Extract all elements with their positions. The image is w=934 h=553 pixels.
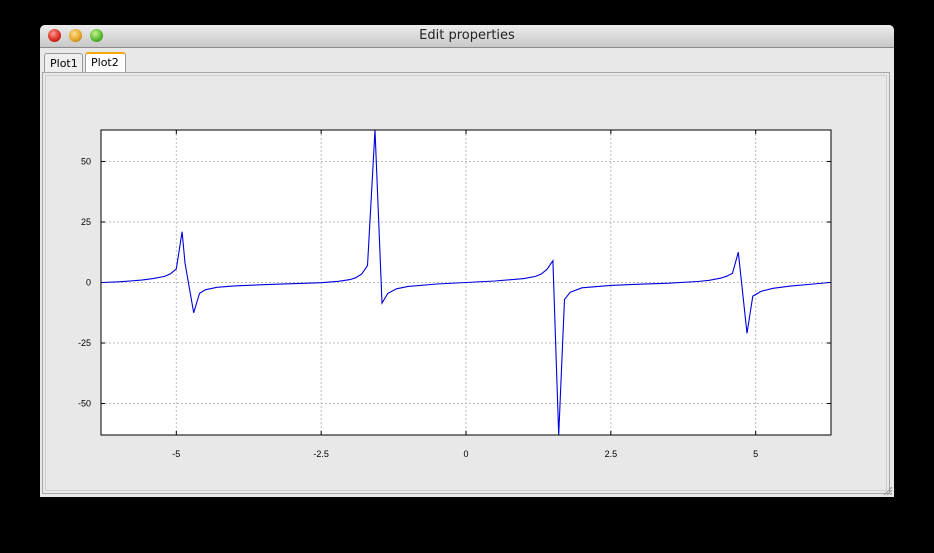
y-tick-label: 25 [81, 217, 91, 227]
y-tick-label: 0 [86, 278, 91, 288]
tab-plot2[interactable]: Plot2 [85, 52, 126, 73]
series-line [102, 130, 830, 435]
tab-panel-inner [45, 75, 887, 491]
resize-grip-icon[interactable] [882, 485, 892, 495]
title-bar[interactable]: Edit properties [40, 25, 894, 48]
zoom-window-button[interactable] [90, 29, 103, 42]
x-tick-label: -2.5 [313, 449, 329, 459]
close-window-button[interactable] [48, 29, 61, 42]
plot-frame [100, 129, 832, 436]
tab-plot1[interactable]: Plot1 [44, 53, 83, 73]
y-tick-label: -25 [78, 338, 91, 348]
x-tick-label: 5 [753, 449, 758, 459]
x-tick-label: 2.5 [605, 449, 618, 459]
minimize-window-button[interactable] [69, 29, 82, 42]
x-tick-label: 0 [463, 449, 468, 459]
y-tick-label: 50 [81, 156, 91, 166]
y-tick-label: -50 [78, 399, 91, 409]
window-title: Edit properties [419, 28, 515, 43]
x-tick-label: -5 [172, 449, 180, 459]
